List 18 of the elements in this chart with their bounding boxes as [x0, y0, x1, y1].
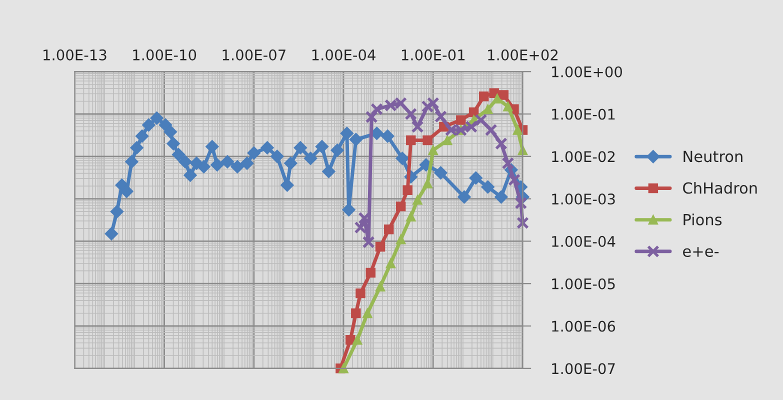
y-tick-label: 1.00E-04 [552, 236, 616, 247]
y-tick-label: 1.00E+00 [552, 66, 622, 78]
y-tick-label: 1.00E-01 [552, 108, 615, 120]
legend-label: ChHadron [683, 182, 757, 194]
legend-label: Neutron [684, 150, 742, 162]
x-tick-label: 1.00E-07 [222, 49, 286, 60]
y-tick-label: 1.00E-06 [552, 320, 616, 332]
x-tick-label: 1.00E+02 [488, 49, 558, 60]
x-tick-label: 1.00E-01 [402, 49, 465, 60]
y-tick-label: 1.00E-03 [552, 194, 615, 205]
x-tick-label: 1.00E-10 [133, 49, 196, 60]
y-tick-label: 1.00E-05 [552, 278, 615, 290]
y-tick-label: 1.00E-02 [552, 151, 615, 162]
y-tick-label: 1.00E-07 [552, 363, 615, 374]
x-tick-label: 1.00E-04 [312, 49, 376, 60]
x-tick-label: 1.00E-13 [44, 49, 106, 60]
legend-label: e+e- [683, 247, 719, 257]
legend-label: Pions [684, 214, 722, 226]
